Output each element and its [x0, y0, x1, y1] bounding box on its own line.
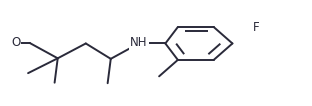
Text: O: O	[11, 36, 20, 49]
Text: F: F	[253, 21, 259, 33]
Text: NH: NH	[130, 36, 148, 49]
